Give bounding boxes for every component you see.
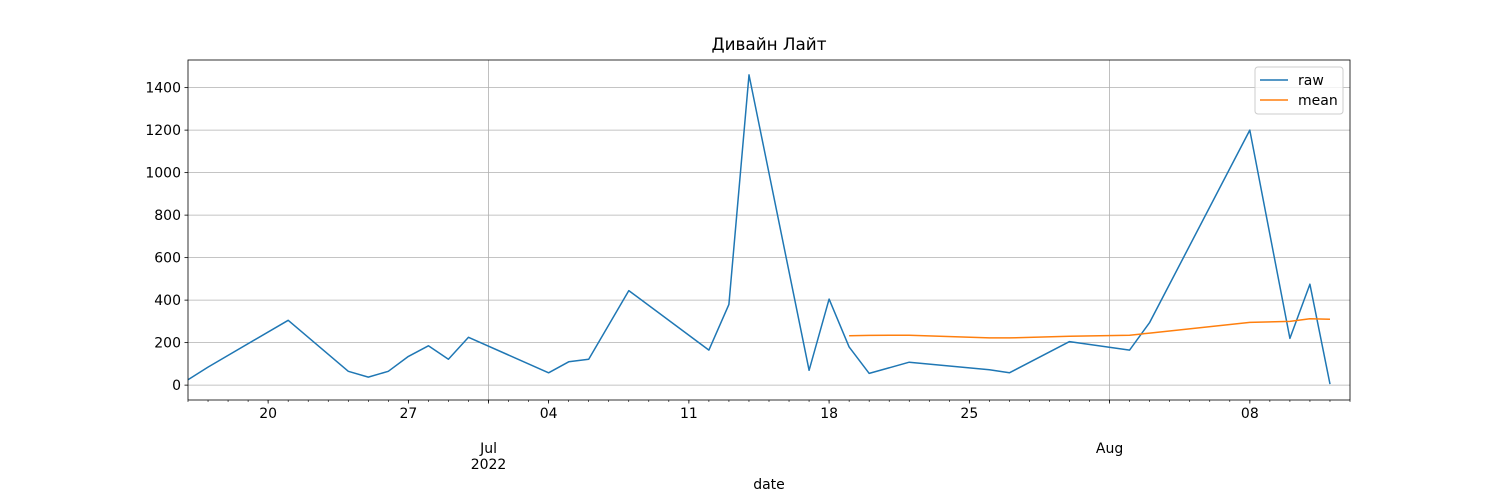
series-line-raw	[187, 74, 1331, 385]
x-tick-label: Jul	[479, 441, 497, 457]
legend: raw mean	[1254, 66, 1344, 115]
plot-frame	[187, 59, 1351, 401]
chart-title: Дивайн Лайт	[712, 34, 827, 54]
y-tick-label: 800	[154, 208, 181, 224]
x-tick-label: 04	[540, 406, 558, 422]
grid-lines	[188, 60, 1350, 400]
x-tick-label: Aug	[1096, 441, 1123, 457]
y-tick-label: 600	[154, 251, 181, 267]
x-tick-label: 08	[1241, 406, 1259, 422]
x-tick-label: 2022	[471, 457, 507, 473]
y-tick-label: 400	[154, 293, 181, 309]
y-tick-label: 0	[172, 378, 181, 394]
series-lines	[187, 74, 1331, 385]
y-tick-label: 1200	[145, 123, 181, 139]
series-line-mean	[849, 318, 1331, 339]
legend-label-raw: raw	[1298, 73, 1324, 89]
x-tick-label: 18	[820, 406, 838, 422]
y-tick-label: 1400	[145, 81, 181, 97]
x-tick-label: 25	[960, 406, 978, 422]
y-tick-label: 200	[154, 336, 181, 352]
legend-box	[1254, 66, 1344, 115]
legend-label-mean: mean	[1298, 93, 1338, 109]
x-axis-label: date	[753, 477, 785, 493]
x-tick-label: 11	[680, 406, 698, 422]
y-tick-label: 1000	[145, 166, 181, 182]
x-tick-label: 20	[259, 406, 277, 422]
y-axis-ticks: 0 200 400 600 800 1000 1200 1400	[145, 81, 188, 394]
x-tick-label: 27	[399, 406, 417, 422]
